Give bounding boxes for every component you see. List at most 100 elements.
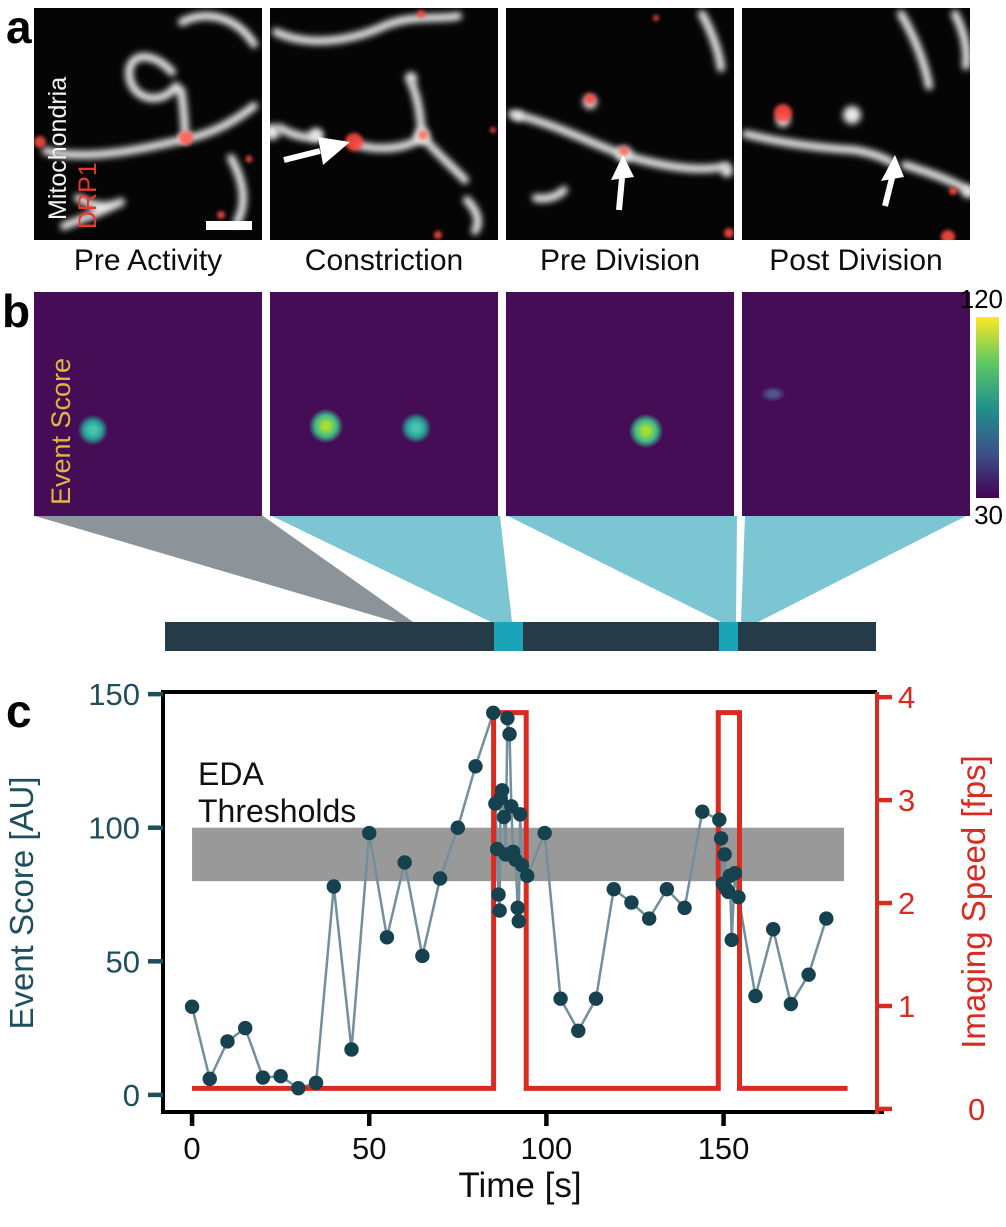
data-point	[491, 887, 506, 902]
data-point	[641, 911, 657, 926]
funnel-gray	[35, 516, 413, 622]
data-point	[397, 855, 412, 870]
colorbar	[976, 317, 999, 498]
data-point	[362, 825, 377, 841]
drp1-puncta	[34, 131, 253, 219]
data-point	[724, 932, 739, 948]
event-score-spot	[759, 385, 786, 402]
arrow-icon	[611, 155, 634, 211]
data-point	[695, 804, 710, 819]
colorbar-max-label: 120	[959, 284, 1003, 314]
data-point	[344, 1042, 359, 1057]
data-point	[624, 895, 639, 910]
data-point	[468, 759, 483, 774]
caption-pre-activity: Pre Activity	[73, 244, 223, 277]
data-point	[677, 900, 692, 916]
event-score-overlay-label: Event Score	[46, 357, 76, 505]
event-score-line	[190, 712, 828, 1090]
data-point	[659, 881, 675, 897]
data-point	[783, 996, 799, 1012]
caption-pre-division: Pre Division	[539, 244, 701, 277]
right-tick-label: 0	[968, 1092, 985, 1127]
data-point	[500, 710, 515, 726]
x-tick-label: 100	[521, 1131, 573, 1166]
data-point	[765, 922, 781, 937]
funnel-highlight-3	[741, 516, 966, 622]
data-point	[801, 967, 816, 982]
data-point	[511, 914, 526, 929]
colorbar-min-label: 30	[974, 500, 1003, 530]
arrow-icon	[283, 137, 350, 165]
left-axis-title: Event Score [AU]	[3, 776, 40, 1029]
right-tick-label: 3	[898, 783, 915, 818]
data-point	[717, 847, 732, 862]
heatmap-pre-activity: Event Score	[34, 292, 262, 516]
data-point	[220, 1034, 235, 1049]
data-point	[819, 911, 834, 926]
left-tick-label: 0	[123, 1078, 140, 1113]
data-point	[486, 705, 501, 721]
data-point	[326, 879, 341, 894]
right-tick-label: 2	[898, 886, 915, 921]
data-point	[184, 999, 200, 1014]
right-tick-label: 1	[898, 989, 915, 1024]
scale-bar	[206, 221, 252, 230]
data-point	[308, 1075, 324, 1091]
micrograph-pre-division	[506, 8, 734, 240]
x-tick-label: 0	[183, 1131, 200, 1166]
data-point	[713, 831, 729, 846]
data-point	[520, 868, 535, 884]
micrograph-post-division	[742, 8, 974, 244]
mitochondria-network	[742, 10, 972, 194]
data-point	[588, 991, 604, 1006]
data-point	[510, 900, 525, 916]
mitochondria-network	[42, 12, 258, 230]
event-score-spot	[399, 411, 432, 444]
data-point	[712, 812, 727, 827]
drp1-puncta	[345, 10, 496, 239]
arrow-icon	[881, 155, 904, 207]
mitochondria-network	[508, 10, 730, 203]
left-tick-label: 100	[88, 811, 140, 846]
data-point	[727, 865, 743, 881]
data-point	[273, 1068, 288, 1084]
x-tick-label: 50	[352, 1131, 386, 1166]
data-point	[748, 988, 763, 1004]
right-tick-label: 4	[898, 680, 915, 715]
timeline-callout	[35, 516, 966, 651]
data-point	[379, 930, 395, 945]
panel-b-label: b	[2, 285, 31, 337]
x-tick-label: 150	[698, 1131, 750, 1166]
event-score-spot	[77, 413, 110, 446]
funnel-highlight-2	[508, 516, 737, 622]
data-point	[514, 857, 530, 873]
channel-label-mitochondria: Mitochondria	[44, 77, 72, 220]
data-point	[537, 825, 552, 841]
data-point	[731, 889, 746, 905]
data-point	[450, 820, 466, 835]
heatmap-post-division	[742, 292, 970, 516]
event-score-spot	[307, 408, 344, 445]
data-point	[553, 991, 568, 1006]
left-tick-label: 150	[88, 677, 140, 712]
micrograph-pre-activity: Mitochondria DRP1	[34, 8, 262, 240]
left-tick-label: 50	[106, 944, 140, 979]
data-point	[502, 727, 517, 742]
data-point	[255, 1070, 271, 1085]
x-axis-title: Time [s]	[458, 1166, 581, 1205]
eda-annotation: EDA	[198, 756, 264, 792]
data-point	[291, 1081, 306, 1096]
caption-post-division: Post Division	[769, 244, 943, 277]
data-point	[492, 903, 507, 918]
data-point	[415, 948, 430, 964]
caption-constriction: Constriction	[304, 244, 464, 277]
heatmap-pre-division	[506, 292, 734, 516]
event-score-spot	[628, 412, 665, 449]
data-point	[432, 871, 448, 886]
data-point	[238, 1020, 253, 1036]
right-axis-title: Imaging Speed [fps]	[955, 755, 992, 1049]
panel-a-label: a	[6, 1, 32, 53]
timeline-highlight-2	[719, 622, 738, 651]
